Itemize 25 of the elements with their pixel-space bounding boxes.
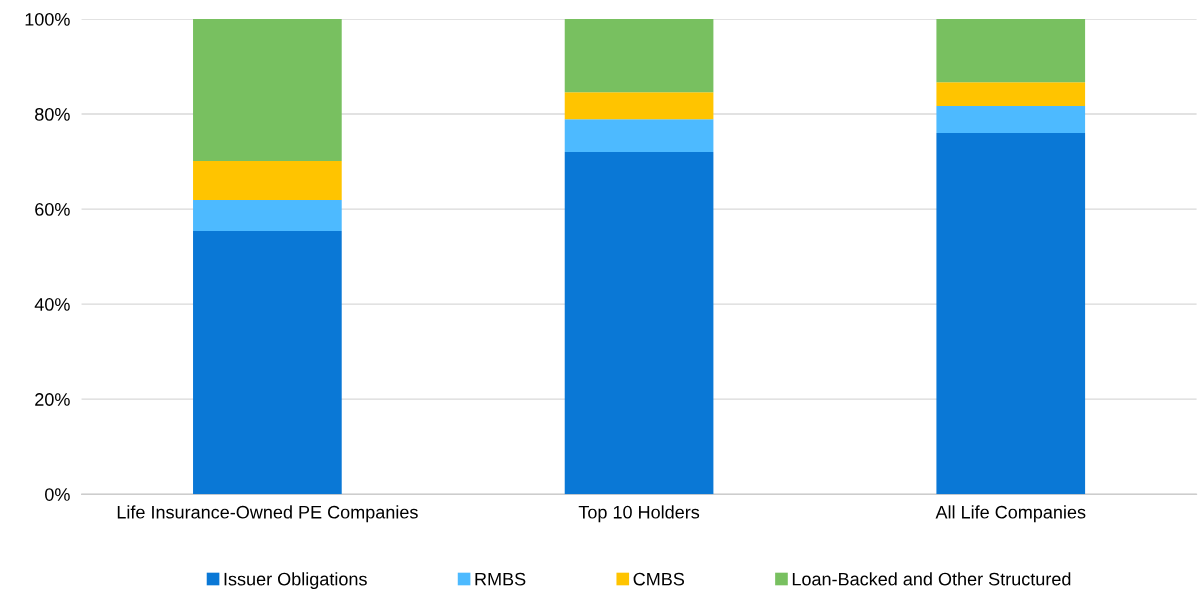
bar [193,19,342,162]
bar [564,152,714,495]
x-tick-label: Top 10 Holders [578,505,700,523]
y-tick-label: 80% [35,107,70,121]
legend-label: Issuer Obligations [224,572,367,590]
bar [564,92,714,120]
bar [936,133,1086,495]
x-tick-label: Life Insurance-Owned PE Companies [117,505,418,523]
bar [564,19,714,93]
bar [193,230,342,495]
x-tick-label: All Life Companies [935,505,1086,523]
y-tick-label: 0% [45,488,70,501]
legend-label: CMBS [633,572,685,586]
bar [564,119,714,153]
bar [936,19,1086,83]
y-tick-label: 100% [25,12,70,26]
bar [193,200,342,231]
y-tick-label: 40% [34,298,70,311]
bar [193,161,342,201]
legend-label: RMBS [475,572,526,586]
bar [936,105,1086,134]
bar [936,82,1086,106]
y-tick-label: 20% [35,393,70,406]
legend-label: Loan-Backed and Other Structured [792,572,1071,586]
y-tick-label: 60% [35,203,70,216]
